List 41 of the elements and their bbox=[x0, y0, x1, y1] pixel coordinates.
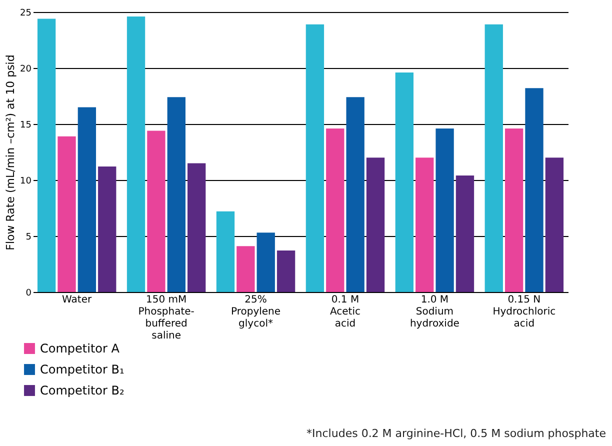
bar bbox=[147, 130, 166, 292]
bar bbox=[126, 16, 146, 292]
bar bbox=[504, 128, 524, 292]
x-tick-label: 0.1 M Acetic acid bbox=[330, 294, 360, 330]
legend-label: Competitor A bbox=[40, 342, 120, 356]
bar bbox=[167, 97, 186, 292]
bar bbox=[37, 18, 56, 292]
legend-label: Competitor B₁ bbox=[40, 362, 124, 376]
y-tick-label: 10 bbox=[20, 176, 32, 186]
bar bbox=[346, 97, 364, 292]
bar bbox=[366, 158, 385, 292]
bar bbox=[256, 232, 275, 292]
bar bbox=[236, 246, 255, 292]
bar bbox=[78, 107, 96, 292]
bar bbox=[456, 176, 474, 292]
bar bbox=[326, 128, 344, 292]
y-tick-label: 15 bbox=[20, 120, 32, 130]
x-tick-label: 0.15 N Hydrochloric acid bbox=[492, 294, 556, 330]
bar bbox=[188, 163, 206, 292]
x-tick-label: 25% Propylene glycol* bbox=[230, 294, 281, 330]
bar bbox=[395, 72, 414, 292]
bar bbox=[216, 211, 235, 292]
legend-label: Competitor B₂ bbox=[40, 384, 124, 398]
bar bbox=[416, 158, 434, 292]
x-tick-label: Water bbox=[62, 294, 93, 306]
bar bbox=[306, 24, 324, 292]
y-tick-label: 25 bbox=[20, 8, 32, 18]
bar bbox=[58, 136, 76, 292]
bar bbox=[436, 128, 454, 292]
x-tick-label: 150 mM Phosphate- buffered saline bbox=[138, 294, 195, 342]
bar bbox=[276, 250, 296, 292]
y-tick-label: 5 bbox=[26, 232, 32, 242]
text: *Includes 0.2 M arginine-HCl, 0.5 M sodium phosphate bbox=[306, 427, 606, 440]
y-tick-label: 0 bbox=[26, 288, 32, 298]
bar bbox=[545, 158, 564, 292]
bar bbox=[525, 88, 544, 292]
bar bbox=[484, 24, 503, 292]
x-tick-label: 1.0 M Sodium hydroxide bbox=[410, 294, 460, 330]
bar bbox=[98, 166, 116, 292]
y-axis-title: Flow Rate (mL/min –cm²) at 10 psid bbox=[4, 54, 18, 250]
y-tick-label: 20 bbox=[20, 64, 32, 74]
